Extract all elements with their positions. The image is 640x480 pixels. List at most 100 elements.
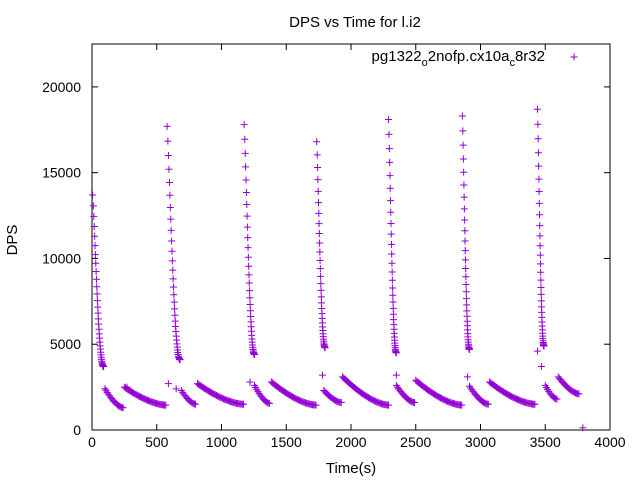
x-tick-label: 3500 [530, 434, 561, 450]
data-point [240, 400, 248, 408]
data-point [317, 286, 325, 294]
x-tick-label: 4000 [594, 434, 625, 450]
data-point [462, 281, 470, 289]
data-point [316, 265, 324, 273]
x-tick-label: 500 [145, 434, 169, 450]
data-point [93, 290, 101, 298]
data-point [534, 149, 542, 157]
data-point [314, 176, 322, 184]
data-point [92, 259, 100, 267]
data-point [166, 191, 174, 199]
data-point [484, 400, 492, 408]
data-point [463, 301, 471, 309]
y-tick-label: 5000 [50, 336, 81, 352]
data-point [460, 205, 468, 213]
data-point [540, 342, 548, 350]
data-point [389, 284, 397, 292]
data-point [92, 275, 100, 283]
data-point [166, 203, 174, 211]
data-point [536, 251, 544, 259]
data-point [162, 401, 170, 409]
data-point [387, 219, 395, 227]
data-point [314, 163, 322, 171]
data-point [536, 211, 544, 219]
data-point [170, 298, 178, 306]
data-point [312, 401, 320, 409]
data-point [461, 256, 469, 264]
data-point [89, 202, 97, 210]
data-point [337, 399, 345, 407]
data-point [389, 304, 397, 312]
data-point [462, 288, 470, 296]
data-point [316, 239, 324, 247]
data-point [244, 253, 252, 261]
data-point [246, 287, 254, 295]
x-axis: 0 500 1000 1500 2000 2500 3000 3500 4000 [88, 44, 626, 450]
data-point [321, 344, 329, 352]
x-tick-label: 2500 [400, 434, 431, 450]
data-point [392, 371, 400, 379]
data-point [168, 257, 176, 265]
data-point [458, 401, 466, 409]
data-point [90, 223, 98, 231]
x-axis-label: Time(s) [326, 460, 376, 477]
data-point [167, 226, 175, 234]
legend-label-part-a: pg1322 [372, 48, 422, 65]
data-point [245, 279, 253, 287]
data-point [461, 216, 469, 224]
data-point [93, 283, 101, 291]
data-point [171, 305, 179, 313]
data-point [387, 240, 395, 248]
data-point [313, 138, 321, 146]
data-point [94, 303, 102, 311]
data-point [387, 230, 395, 238]
data-point [537, 276, 545, 284]
data-point [461, 227, 469, 235]
data-point [458, 112, 466, 120]
data-point [386, 184, 394, 192]
data-point [462, 265, 470, 273]
data-point [461, 237, 469, 245]
data-point [241, 135, 249, 143]
data-point [385, 115, 393, 123]
data-point [386, 158, 394, 166]
y-tick-label: 20000 [42, 79, 81, 95]
data-point [168, 247, 176, 255]
data-point [240, 121, 248, 129]
data-point [386, 172, 394, 180]
data-point [464, 373, 472, 381]
y-tick-label: 15000 [42, 165, 81, 181]
data-point [176, 356, 184, 364]
legend-label-sub-c: c [509, 57, 515, 69]
data-point [315, 230, 323, 238]
data-point [172, 385, 180, 393]
data-point [392, 349, 400, 357]
data-point [533, 347, 541, 355]
data-point [388, 250, 396, 258]
data-point [536, 222, 544, 230]
data-point [385, 145, 393, 153]
y-tick-label: 10000 [42, 250, 81, 266]
data-point [251, 351, 259, 359]
data-point [537, 297, 545, 305]
data-point [317, 293, 325, 301]
data-point [169, 266, 177, 274]
data-point [165, 179, 173, 187]
data-point [246, 294, 254, 302]
data-point [460, 168, 468, 176]
legend-marker [570, 53, 578, 61]
data-point [462, 273, 470, 281]
data-point [89, 191, 97, 199]
data-point [100, 363, 108, 371]
data-point [579, 424, 587, 432]
data-point [119, 404, 127, 412]
data-point [535, 187, 543, 195]
data-point [536, 232, 544, 240]
data-point [385, 130, 393, 138]
data-point [315, 209, 323, 217]
chart-title: DPS vs Time for l.i2 [289, 14, 421, 31]
data-point [319, 371, 327, 379]
data-point [316, 257, 324, 265]
data-point [170, 291, 178, 299]
data-point [245, 271, 253, 279]
